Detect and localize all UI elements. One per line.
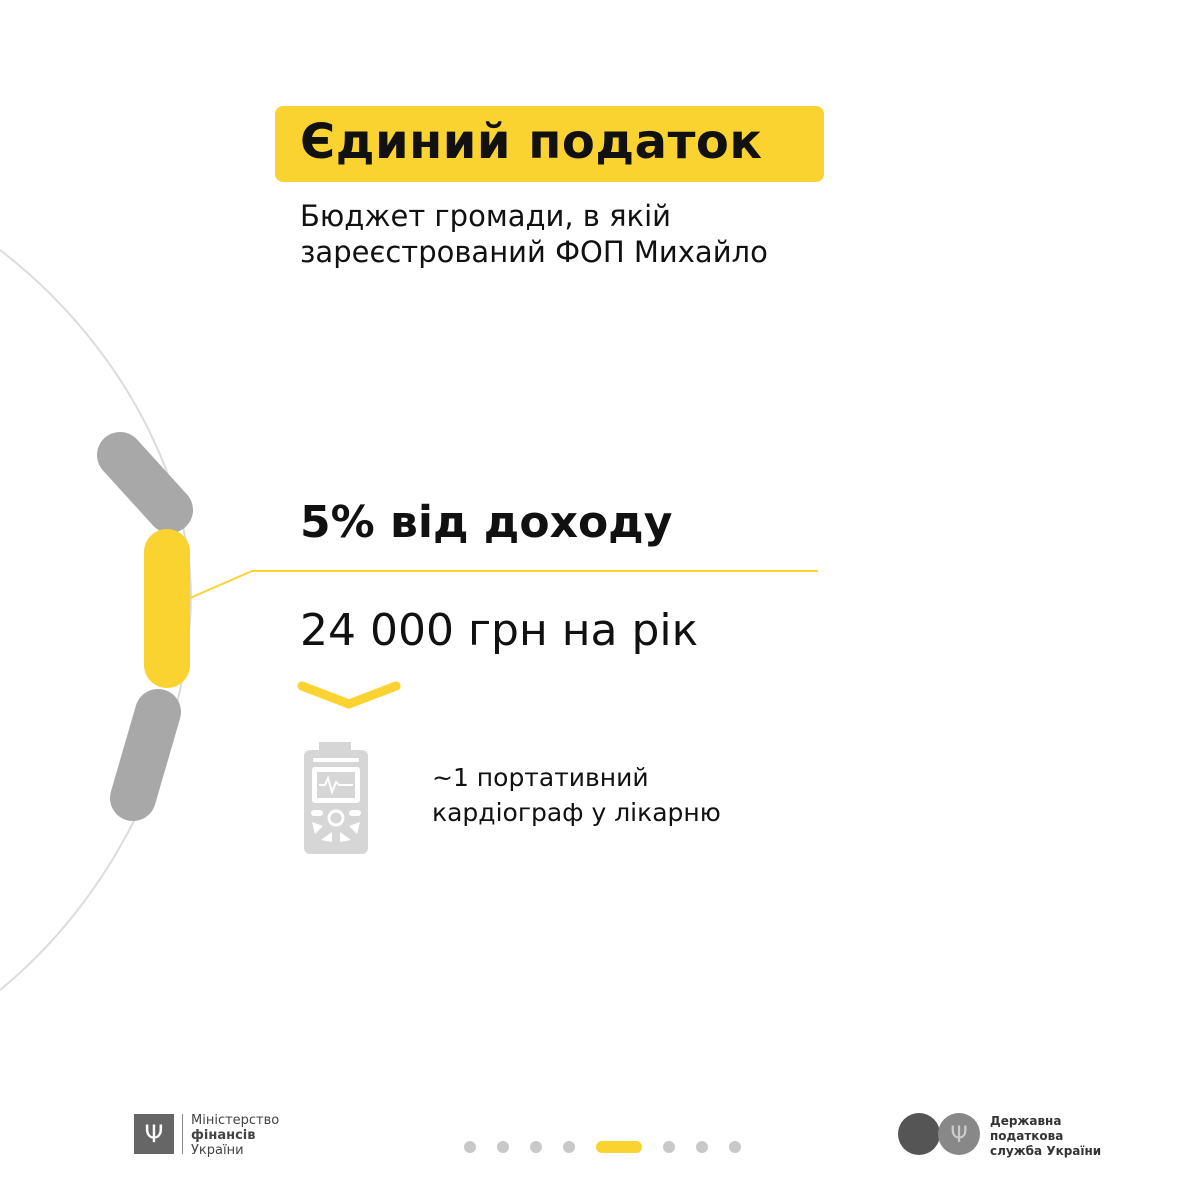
tax-rate: 5% від доходу xyxy=(300,497,673,548)
trident-icon: Ψ xyxy=(144,1120,164,1148)
page-dot[interactable] xyxy=(530,1141,542,1153)
page-dot[interactable] xyxy=(563,1141,575,1153)
page-dot[interactable] xyxy=(663,1141,675,1153)
title-highlight xyxy=(275,106,824,182)
page-title: Єдиний податок xyxy=(300,114,763,170)
equivalent-line: ~1 портативний xyxy=(432,763,649,792)
page-dot[interactable] xyxy=(497,1141,509,1153)
connector-line xyxy=(189,570,818,599)
page-dot[interactable] xyxy=(464,1141,476,1153)
chevron-down-icon xyxy=(297,681,401,709)
tax-service-line: служба України xyxy=(990,1144,1102,1158)
portable-cardiograph-icon xyxy=(304,742,368,854)
tax-service-line: Державна xyxy=(990,1114,1062,1128)
equivalent-text: ~1 портативний кардіограф у лікарню xyxy=(432,760,721,830)
pagination xyxy=(464,1141,741,1153)
svg-text:Ψ: Ψ xyxy=(950,1123,967,1148)
page-dot[interactable] xyxy=(696,1141,708,1153)
tax-service-line: податкова xyxy=(990,1129,1064,1143)
ministry-logo: Ψ xyxy=(134,1114,174,1154)
ministry-line: фінансів xyxy=(191,1128,256,1143)
page-dot[interactable] xyxy=(729,1141,741,1153)
tax-amount: 24 000 грн на рік xyxy=(300,605,699,656)
ministry-line: Міністерство xyxy=(191,1113,280,1128)
equivalent-line: кардіограф у лікарню xyxy=(432,798,721,827)
subtitle: Бюджет громади, в якій зареєстрований ФО… xyxy=(300,198,768,270)
page-dot-active[interactable] xyxy=(596,1141,642,1153)
ministry-line: України xyxy=(191,1143,244,1158)
segment-gray-bottom xyxy=(110,689,181,821)
tax-service-logo: Ψ xyxy=(898,1113,980,1155)
ministry-name: Міністерство фінансів України xyxy=(191,1113,279,1158)
divider xyxy=(182,1114,183,1154)
subtitle-line: зареєстрований ФОП Михайло xyxy=(300,235,768,269)
tax-service-name: Державна податкова служба України xyxy=(990,1114,1101,1159)
subtitle-line: Бюджет громади, в якій xyxy=(300,199,671,233)
segment-gray-top xyxy=(97,432,193,533)
